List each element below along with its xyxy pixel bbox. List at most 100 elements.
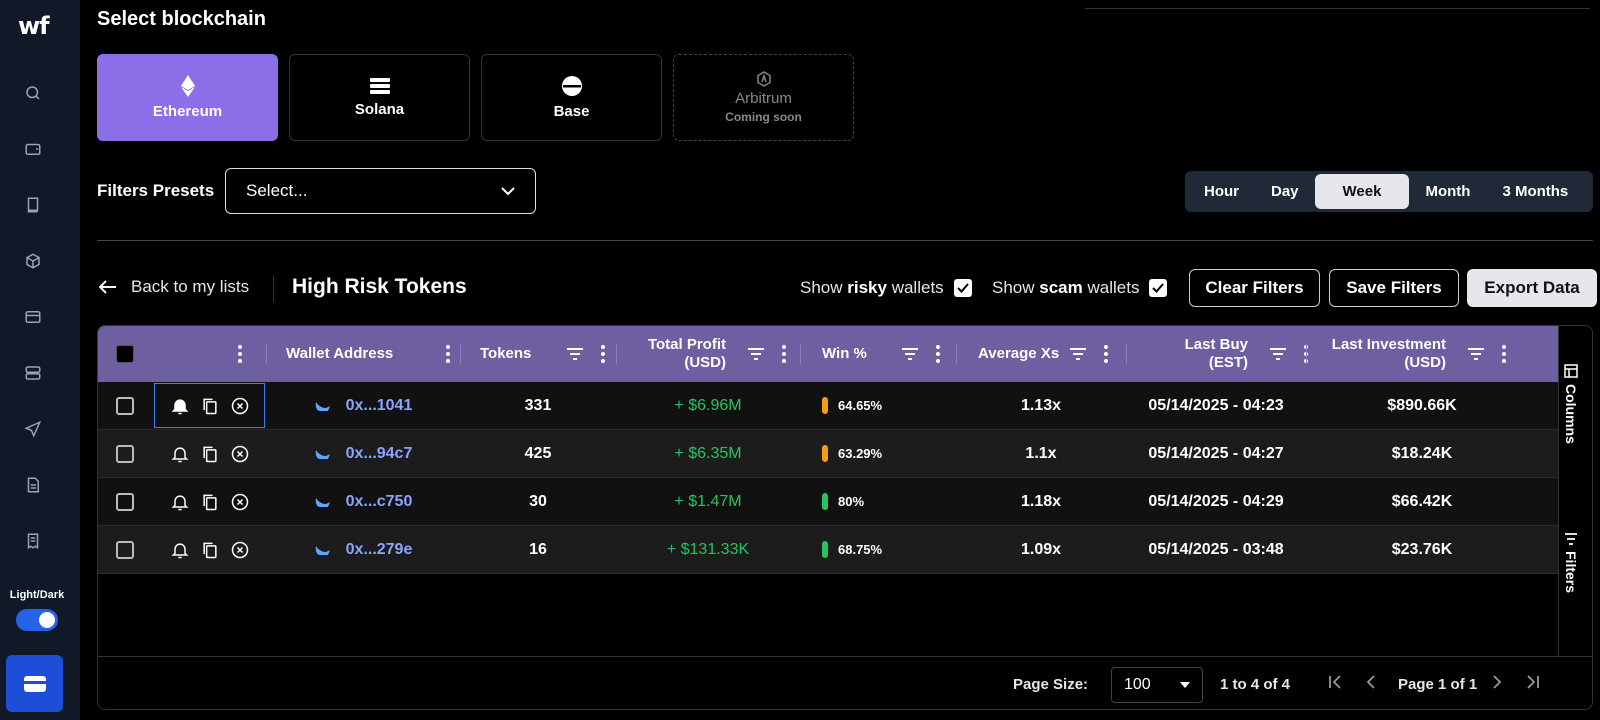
wallet-connect-button[interactable] [6, 655, 63, 712]
filter-icon[interactable] [1070, 348, 1086, 360]
presets-select[interactable]: Select... [225, 168, 536, 214]
scam-checkbox[interactable] [1149, 279, 1168, 297]
select-all-checkbox[interactable] [116, 345, 134, 363]
remove-icon[interactable] [230, 492, 250, 512]
clear-filters-button[interactable]: Clear Filters [1189, 269, 1320, 307]
search-icon[interactable] [23, 83, 43, 103]
kebab-menu-icon[interactable] [1502, 345, 1506, 363]
row-checkbox[interactable] [116, 492, 134, 511]
wallet-cell[interactable]: 0x...1041 [266, 382, 460, 429]
chain-card-ethereum[interactable]: Ethereum [97, 54, 278, 141]
send-icon[interactable] [23, 419, 43, 439]
columns-tab-label: Columns [1563, 384, 1579, 444]
risky-label-pre: Show [800, 278, 843, 297]
timeframe-3-months[interactable]: 3 Months [1502, 183, 1569, 200]
header-last-buy[interactable]: Last Buy (EST) [1148, 326, 1308, 382]
whale-icon [315, 449, 330, 459]
wallet-icon[interactable] [23, 139, 43, 159]
last-buy-cell: 05/14/2025 - 03:48 [1148, 540, 1284, 558]
filter-icon[interactable] [567, 348, 583, 360]
filter-icon[interactable] [902, 348, 918, 360]
filter-icon[interactable] [748, 348, 764, 360]
row-checkbox[interactable] [116, 540, 134, 559]
bell-icon[interactable] [170, 396, 190, 416]
cube-icon[interactable] [23, 251, 43, 271]
avg-cell: 1.1x [1025, 444, 1057, 462]
remove-icon[interactable] [230, 396, 250, 416]
filter-icon[interactable] [1468, 348, 1484, 360]
table-row[interactable]: 0x...c750 30 + $1.47M 80% 1.18x 05/14/20… [98, 478, 1558, 526]
header-average-xs[interactable]: Average Xs [978, 326, 1108, 382]
table-header: Wallet Address Tokens Total Profit (USD) … [98, 326, 1558, 382]
timeframe-month[interactable]: Month [1425, 183, 1471, 200]
risky-label-post: wallets [891, 278, 944, 297]
document-icon[interactable] [23, 475, 43, 495]
header-tokens[interactable]: Tokens [480, 326, 605, 382]
copy-icon[interactable] [200, 540, 220, 560]
bell-icon[interactable] [170, 540, 190, 560]
timeframe-day[interactable]: Day [1271, 183, 1299, 200]
inbox-icon[interactable] [23, 307, 43, 327]
book-icon[interactable] [23, 195, 43, 215]
copy-icon[interactable] [200, 444, 220, 464]
header-wallet-address[interactable]: Wallet Address [286, 326, 450, 382]
copy-icon[interactable] [200, 396, 220, 416]
actions-menu[interactable] [238, 326, 250, 382]
row-checkbox[interactable] [116, 396, 134, 415]
bell-icon[interactable] [170, 444, 190, 464]
wallet-cell[interactable]: 0x...94c7 [266, 430, 460, 477]
timeframe-hour[interactable]: Hour [1204, 183, 1239, 200]
copy-icon[interactable] [200, 492, 220, 512]
bell-icon[interactable] [170, 492, 190, 512]
avg-cell: 1.09x [1020, 540, 1062, 558]
header-last-investment[interactable]: Last Investment (USD) [1328, 326, 1506, 382]
save-filters-button[interactable]: Save Filters [1329, 269, 1459, 307]
show-risky-wallets-toggle[interactable]: Show risky wallets [800, 278, 972, 298]
server-icon[interactable] [23, 363, 43, 383]
table-row[interactable]: 0x...94c7 425 + $6.35M 63.29% 1.1x 05/14… [98, 430, 1558, 478]
last-page-icon[interactable] [1526, 675, 1542, 693]
profit-cell: + $6.96M [674, 396, 742, 414]
chain-card-base[interactable]: Base [481, 54, 662, 141]
filters-tab[interactable]: Filters [1563, 533, 1579, 593]
arrow-left-icon [99, 280, 116, 294]
remove-icon[interactable] [230, 540, 250, 560]
page-size-select[interactable]: 100 [1111, 667, 1203, 703]
risky-checkbox[interactable] [953, 279, 972, 297]
header-total-profit[interactable]: Total Profit (USD) [636, 326, 786, 382]
wallet-cell[interactable]: 0x...c750 [266, 478, 460, 525]
header-win-percent[interactable]: Win % [822, 326, 940, 382]
header-label: Win % [822, 345, 867, 362]
header-label: Average Xs [978, 345, 1060, 362]
timeframe-week[interactable]: Week [1314, 174, 1410, 209]
last-buy-cell: 05/14/2025 - 04:23 [1148, 396, 1284, 414]
remove-icon[interactable] [230, 444, 250, 464]
table-row[interactable]: 0x...279e 16 + $131.33K 68.75% 1.09x 05/… [98, 526, 1558, 574]
chain-name: Arbitrum [735, 90, 792, 107]
theme-toggle[interactable] [16, 609, 58, 631]
next-page-icon[interactable] [1490, 675, 1506, 693]
back-to-lists-link[interactable]: Back to my lists [99, 277, 249, 297]
chain-card-solana[interactable]: Solana [289, 54, 470, 141]
columns-tab[interactable]: Columns [1563, 364, 1579, 444]
kebab-menu-icon[interactable] [446, 345, 450, 363]
row-actions [154, 383, 265, 428]
wallet-cell[interactable]: 0x...279e [266, 526, 460, 573]
filter-icon[interactable] [1270, 348, 1286, 360]
timeframe-selector: Hour Day Week Month 3 Months [1185, 171, 1593, 212]
header-label: Wallet Address [286, 345, 394, 362]
kebab-menu-icon[interactable] [1104, 345, 1108, 363]
first-page-icon[interactable] [1328, 675, 1344, 693]
table-row[interactable]: 0x...1041 331 + $6.96M 64.65% 1.13x 05/1… [98, 382, 1558, 430]
row-checkbox[interactable] [116, 444, 134, 463]
previous-page-icon[interactable] [1364, 675, 1380, 693]
show-scam-wallets-toggle[interactable]: Show scam wallets [992, 278, 1168, 298]
kebab-menu-icon[interactable] [601, 345, 605, 363]
win-value: 80% [838, 494, 865, 509]
kebab-menu-icon[interactable] [936, 345, 940, 363]
win-value: 63.29% [838, 446, 883, 461]
kebab-menu-icon[interactable] [782, 345, 786, 363]
export-data-button[interactable]: Export Data [1467, 269, 1597, 307]
receipt-icon[interactable] [23, 531, 43, 551]
app-logo[interactable]: wf [18, 12, 50, 40]
